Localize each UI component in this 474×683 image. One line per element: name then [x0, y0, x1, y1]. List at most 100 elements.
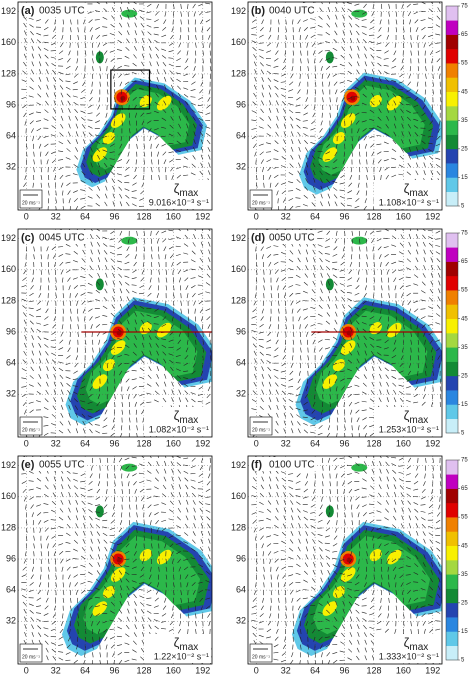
panel-label: (a): [21, 5, 35, 17]
colorbar-label: 15: [461, 402, 468, 408]
y-tick-label: 192: [231, 6, 246, 16]
scale-label: 20 ms⁻¹: [252, 200, 270, 206]
colorbar-label: 45: [461, 89, 468, 95]
x-tick-label: 32: [51, 665, 61, 675]
echo-region: [96, 278, 104, 290]
x-tick-label: 32: [51, 438, 61, 448]
x-tick-label: 96: [340, 438, 350, 448]
y-tick-label: 32: [236, 162, 246, 172]
colorbar-segment: [446, 546, 458, 561]
zeta-value: 1.22×10⁻² s⁻¹: [154, 651, 209, 661]
y-tick-label: 64: [236, 585, 246, 595]
colorbar-segment: [446, 646, 458, 661]
colorbar-segment: [446, 177, 458, 192]
colorbar-segment: [446, 262, 458, 277]
y-tick-label: 160: [1, 491, 16, 501]
colorbar-segment: [446, 290, 458, 305]
y-tick-label: 128: [1, 522, 16, 532]
colorbar-segment: [446, 92, 458, 107]
x-tick-label: 128: [366, 665, 381, 675]
echo-core: [347, 331, 352, 336]
x-tick-label: 160: [166, 211, 181, 221]
x-tick-label: 160: [166, 438, 181, 448]
colorbar-label: 15: [461, 629, 468, 635]
zeta-value: 1.108×10⁻² s⁻¹: [379, 197, 439, 207]
colorbar-label: 5: [461, 204, 465, 210]
panel-label: (e): [21, 459, 35, 471]
colorbar-label: 75: [461, 4, 468, 10]
x-tick-label: 32: [281, 665, 291, 675]
x-tick-label: 128: [136, 665, 151, 675]
y-tick-label: 192: [231, 460, 246, 470]
echo-region: [121, 237, 137, 245]
x-tick-label: 160: [396, 665, 411, 675]
y-tick-label: 64: [6, 131, 16, 141]
y-tick-label: 192: [1, 460, 16, 470]
colorbar-segment: [446, 63, 458, 78]
colorbar-label: 55: [461, 61, 468, 67]
colorbar-label: 75: [461, 458, 468, 464]
colorbar-label: 35: [461, 345, 468, 351]
colorbar-segment: [446, 390, 458, 405]
x-tick-label: 96: [110, 211, 120, 221]
x-tick-label: 192: [425, 665, 440, 675]
x-tick-label: 64: [80, 211, 90, 221]
x-tick-label: 96: [110, 665, 120, 675]
echo-region: [351, 10, 367, 18]
x-tick-label: 192: [195, 665, 210, 675]
colorbar-segment: [446, 6, 458, 21]
x-tick-label: 128: [136, 211, 151, 221]
plot-area: [18, 226, 218, 438]
x-tick-label: 32: [51, 211, 61, 221]
x-tick-label: 64: [310, 665, 320, 675]
x-tick-label: 0: [24, 665, 29, 675]
zeta-value: 1.333×10⁻² s⁻¹: [379, 651, 439, 661]
plot-area: [248, 226, 448, 438]
echo-region: [96, 505, 104, 517]
colorbar-segment: [446, 106, 458, 121]
y-tick-label: 32: [6, 389, 16, 399]
colorbar-segment: [446, 233, 458, 248]
colorbar-segment: [446, 404, 458, 419]
zeta-value: 9.016×10⁻³ s⁻¹: [149, 197, 209, 207]
panel-label: (f): [251, 459, 262, 471]
panel-label: (c): [21, 232, 35, 244]
colorbar-label: 45: [461, 316, 468, 322]
echo-region: [351, 464, 367, 472]
colorbar-segment: [446, 333, 458, 348]
y-tick-label: 192: [231, 233, 246, 243]
colorbar-segment: [446, 149, 458, 164]
colorbar-label: 65: [461, 32, 468, 38]
colorbar-segment: [446, 419, 458, 434]
x-tick-label: 64: [310, 438, 320, 448]
colorbar-segment: [446, 319, 458, 334]
y-tick-label: 96: [236, 326, 246, 336]
y-tick-label: 128: [231, 68, 246, 78]
x-tick-label: 192: [195, 211, 210, 221]
colorbar-label: 25: [461, 600, 468, 606]
echo-core: [120, 96, 125, 101]
colorbar-segment: [446, 347, 458, 362]
scale-label: 20 ms⁻¹: [252, 427, 270, 433]
colorbar-label: 65: [461, 259, 468, 265]
colorbar-segment: [446, 35, 458, 50]
x-tick-label: 128: [366, 438, 381, 448]
colorbar-segment: [446, 474, 458, 489]
colorbar-segment: [446, 603, 458, 618]
y-tick-label: 96: [6, 553, 16, 563]
colorbar-segment: [446, 163, 458, 178]
zeta-value: 1.253×10⁻² s⁻¹: [379, 424, 439, 434]
scale-label: 20 ms⁻¹: [22, 200, 40, 206]
colorbar-label: 5: [461, 658, 465, 664]
y-tick-label: 128: [1, 295, 16, 305]
y-tick-label: 128: [231, 522, 246, 532]
colorbar-segment: [446, 574, 458, 589]
x-tick-label: 64: [310, 211, 320, 221]
x-tick-label: 96: [340, 665, 350, 675]
x-tick-label: 96: [340, 211, 350, 221]
x-tick-label: 128: [366, 211, 381, 221]
y-tick-label: 128: [1, 68, 16, 78]
